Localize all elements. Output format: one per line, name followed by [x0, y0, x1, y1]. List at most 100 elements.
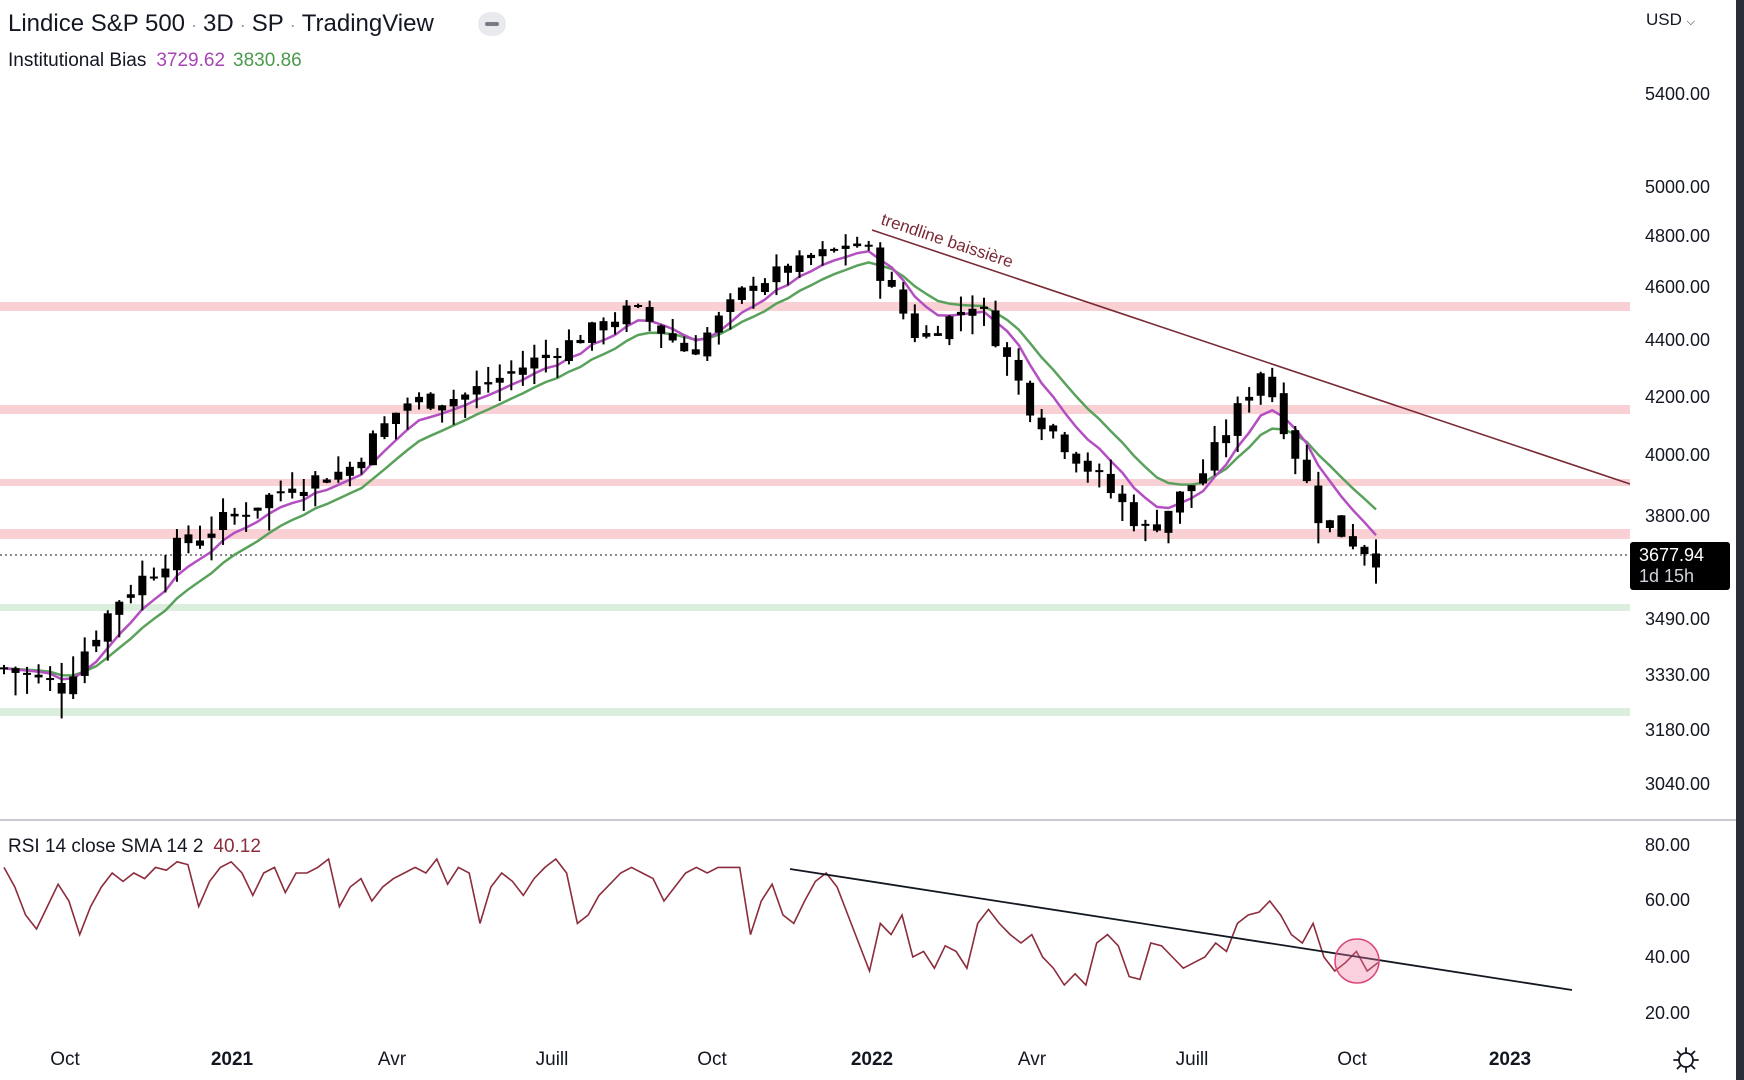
- horizontal-zones: [0, 302, 1630, 716]
- rsi-name: RSI 14 close SMA 14 2: [8, 836, 204, 857]
- indicator-value-slow: 3830.86: [233, 50, 302, 71]
- candle: [634, 305, 643, 308]
- candle: [1314, 485, 1323, 524]
- candle: [1083, 460, 1092, 472]
- candle: [345, 466, 354, 476]
- candle: [1279, 393, 1288, 435]
- separator-dot: ·: [191, 15, 198, 35]
- candle: [1210, 442, 1219, 471]
- candle: [46, 678, 55, 681]
- interval: 3D: [203, 10, 234, 37]
- candle: [714, 315, 723, 333]
- candle: [80, 651, 89, 676]
- candle: [495, 377, 504, 383]
- price-tick: 3040.00: [1645, 774, 1711, 794]
- candle: [196, 540, 204, 546]
- candle: [1026, 382, 1035, 416]
- resistance-zone: [0, 405, 1630, 414]
- candle: [415, 396, 424, 403]
- candle: [1049, 425, 1058, 432]
- rsi-tick: 40.00: [1645, 947, 1691, 967]
- candle: [149, 576, 158, 579]
- candle: [161, 568, 170, 578]
- resistance-zone: [0, 479, 1630, 486]
- time-tick: Juill: [1175, 1049, 1209, 1070]
- candle: [449, 399, 458, 407]
- time-tick: Oct: [697, 1049, 727, 1070]
- minus-icon[interactable]: [478, 12, 506, 36]
- candle: [1302, 459, 1311, 482]
- candle: [322, 479, 331, 483]
- candle: [115, 601, 124, 615]
- indicator-legend-institutional-bias[interactable]: Institutional Bias 3729.62 3830.86: [8, 50, 302, 72]
- candle: [772, 266, 781, 283]
- candle: [311, 475, 320, 489]
- candle: [968, 308, 977, 316]
- candle: [1372, 553, 1380, 568]
- candle: [380, 423, 389, 437]
- price-tick: 4800.00: [1645, 226, 1711, 246]
- candle: [1072, 453, 1081, 464]
- time-tick: Juill: [535, 1049, 569, 1070]
- candle: [899, 289, 908, 314]
- candle: [945, 316, 954, 340]
- candle: [507, 371, 516, 374]
- rsi-trendline: [789, 868, 1573, 991]
- rsi-legend[interactable]: RSI 14 close SMA 14 2 40.12: [8, 836, 261, 858]
- highlight-circle: [1334, 938, 1380, 984]
- candle: [1360, 546, 1369, 555]
- candle: [472, 386, 481, 395]
- candle: [0, 667, 8, 670]
- price-tick: 4000.00: [1645, 445, 1711, 465]
- candle: [1268, 376, 1277, 398]
- candle: [1003, 347, 1012, 357]
- price-tick: 3330.00: [1645, 665, 1711, 685]
- candle: [980, 306, 988, 309]
- candle: [1152, 524, 1161, 531]
- gear-icon[interactable]: [1672, 1046, 1700, 1074]
- time-tick: Avr: [377, 1049, 407, 1070]
- time-tick: Avr: [1017, 1049, 1047, 1070]
- candle: [103, 613, 112, 642]
- candle: [1348, 536, 1357, 547]
- time-tick: 2021: [210, 1049, 254, 1070]
- candle: [34, 674, 43, 678]
- separator-dot: ·: [289, 15, 296, 35]
- candle: [910, 313, 919, 339]
- support-zone: [0, 604, 1630, 611]
- rsi-pane[interactable]: [0, 822, 1630, 1022]
- candle: [876, 247, 885, 281]
- resistance-zone: [0, 529, 1630, 539]
- candle: [1245, 396, 1254, 401]
- chart-title[interactable]: Lindice S&P 500 · 3D · SP · TradingView: [8, 10, 434, 38]
- time-tick: Oct: [1337, 1049, 1367, 1070]
- time-tick: 2022: [850, 1049, 894, 1070]
- candle: [138, 575, 147, 596]
- candle: [1037, 417, 1046, 430]
- data-source: TradingView: [301, 10, 434, 37]
- resistance-zone: [0, 302, 1630, 311]
- current-price-value: 3677.94: [1639, 545, 1705, 565]
- candle: [1176, 491, 1184, 513]
- candle: [403, 403, 412, 411]
- candle: [1118, 493, 1127, 503]
- candle: [887, 279, 896, 287]
- candle: [1129, 502, 1138, 527]
- bar-countdown: 1d 15h: [1639, 566, 1695, 586]
- price-chart-pane[interactable]: trendline baissière: [0, 0, 1630, 820]
- candle: [726, 299, 735, 312]
- candle: [668, 333, 677, 341]
- candle: [864, 244, 873, 247]
- candle: [242, 514, 251, 517]
- pane-separator[interactable]: [0, 819, 1736, 821]
- currency-selector[interactable]: USD ⌵: [1646, 10, 1695, 30]
- time-tick: 2023: [1488, 1049, 1532, 1070]
- candle: [334, 471, 343, 480]
- price-tick: 4400.00: [1645, 330, 1711, 350]
- price-tick: 3490.00: [1645, 609, 1711, 629]
- indicator-name: Institutional Bias: [8, 50, 147, 71]
- candle: [357, 461, 366, 469]
- candle: [853, 243, 862, 247]
- candle: [1164, 510, 1173, 533]
- candle: [484, 382, 493, 385]
